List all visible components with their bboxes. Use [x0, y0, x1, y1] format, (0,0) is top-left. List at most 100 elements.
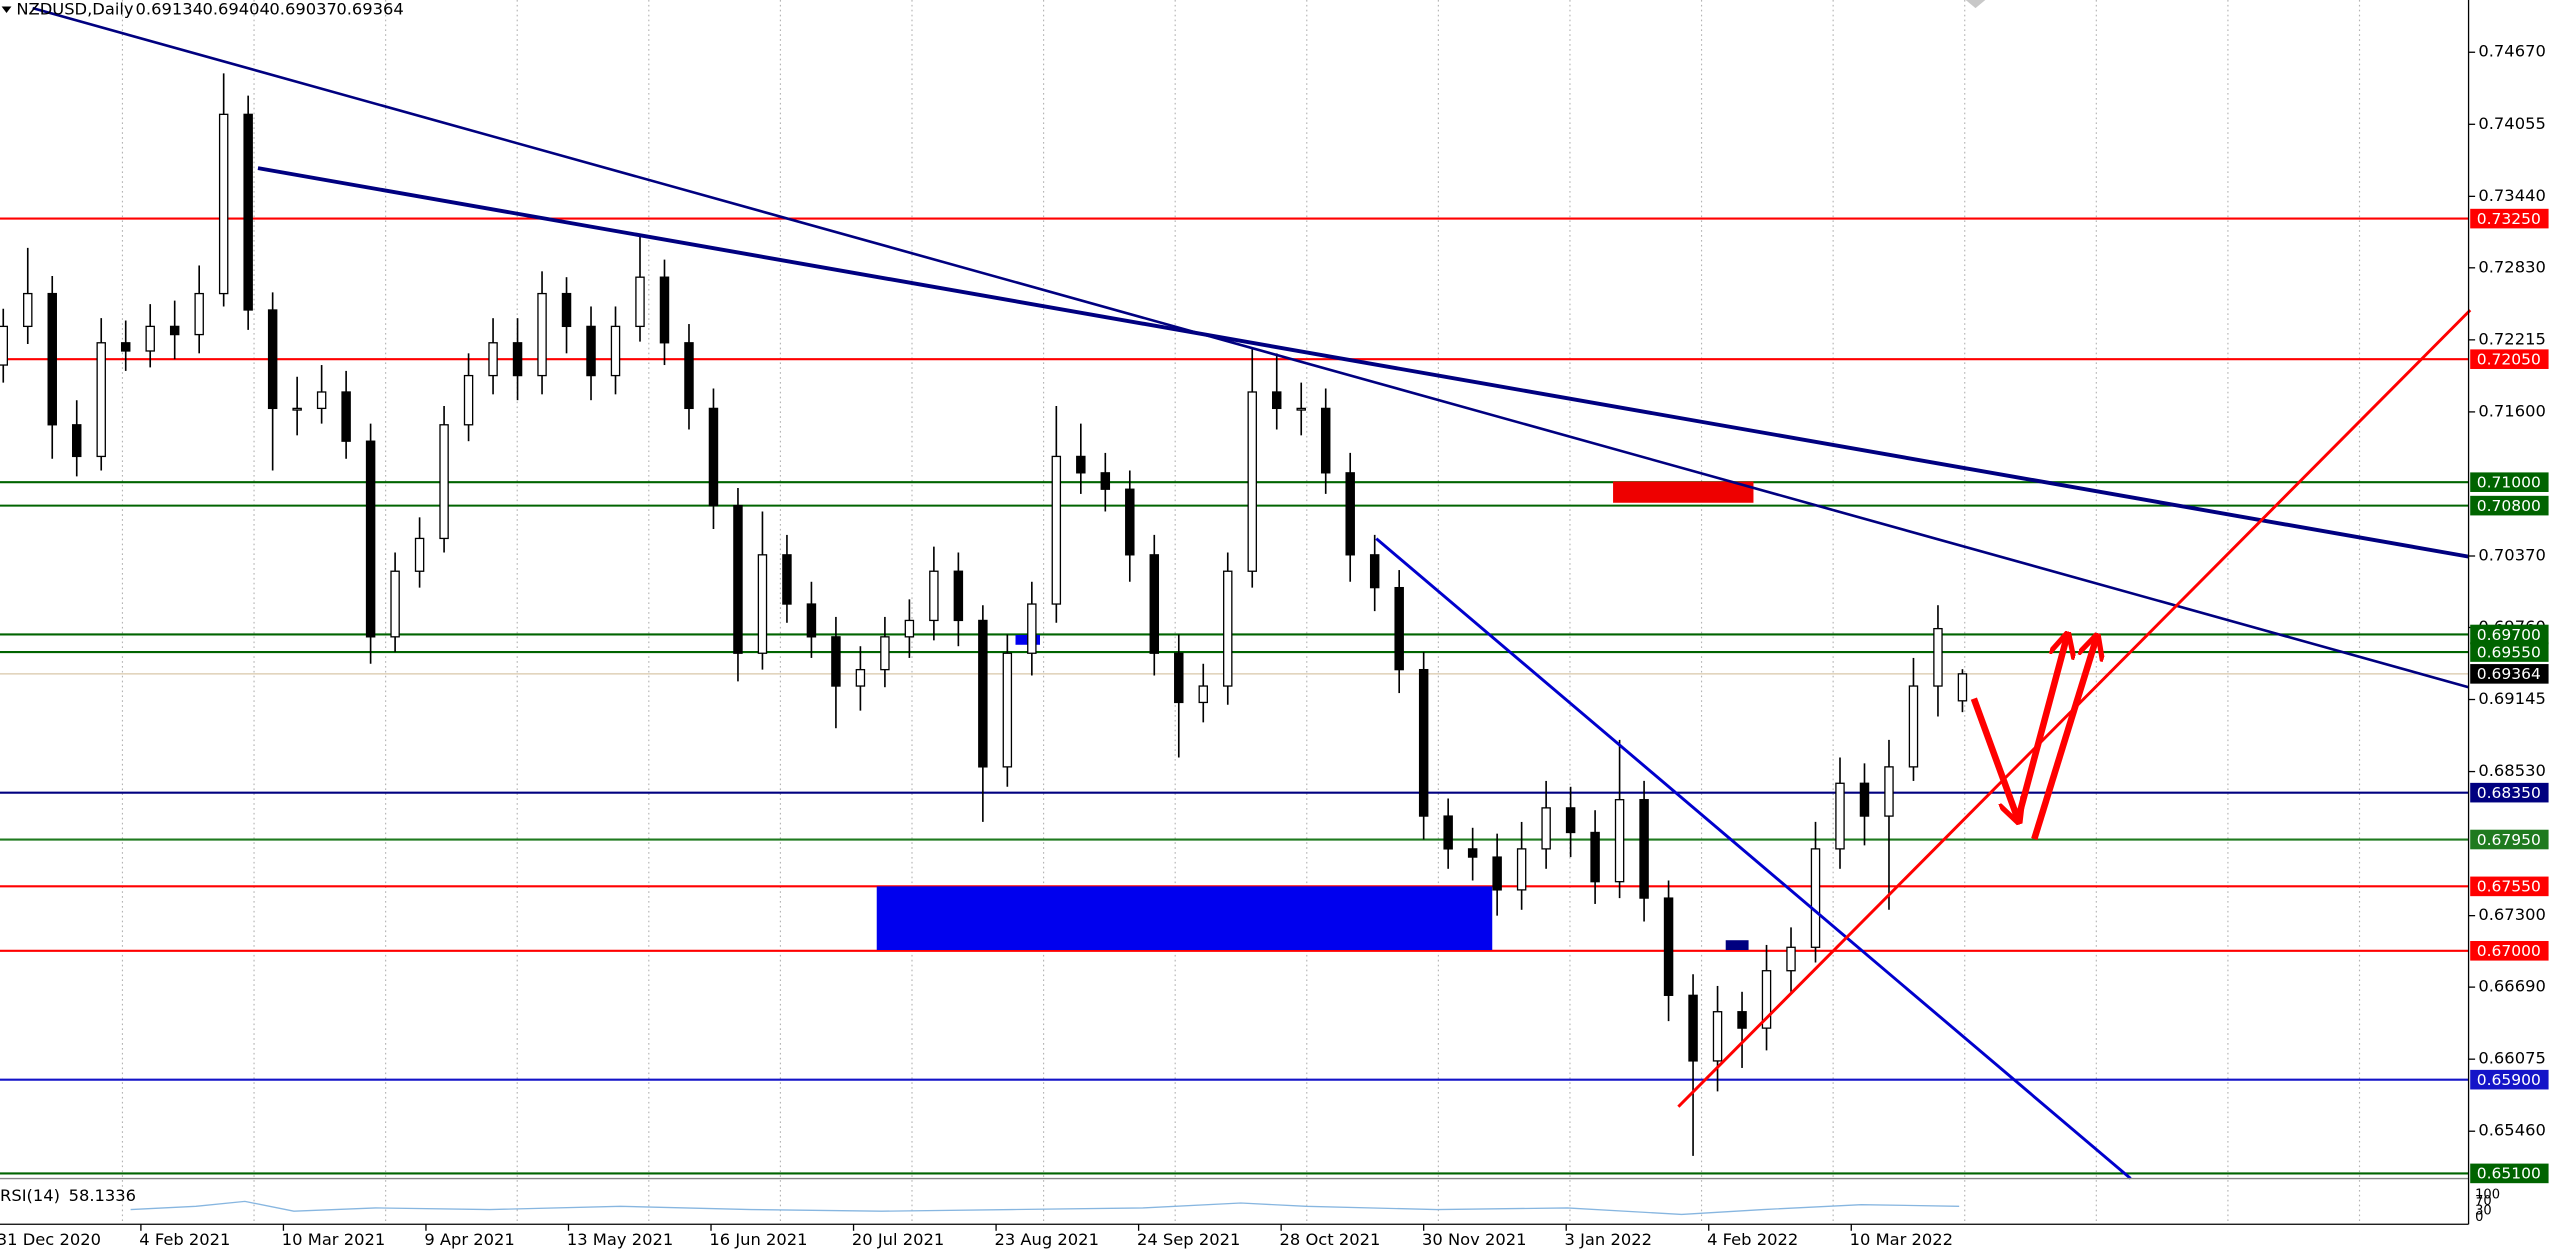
level-label-box — [2470, 472, 2549, 492]
rsi-tick-label: 100 — [2475, 1187, 2500, 1202]
candle-body — [439, 424, 449, 540]
level-label-box — [2470, 1163, 2549, 1184]
level-label: 0.70800 — [2477, 497, 2541, 515]
indicator-name: RSI(14) — [0, 1186, 60, 1205]
y-tick-label: 0.73440 — [2478, 186, 2545, 205]
y-axis: 0.74670 0.74055 0.73440 0.72830 0.72215 0.716… — [2468, 42, 2549, 1184]
level-label: 0.67550 — [2477, 878, 2541, 896]
y-tick-label: 0.68530 — [2478, 761, 2545, 780]
candle-body — [1933, 627, 1943, 687]
x-tick-label: 24 Sep 2021 — [1137, 1230, 1240, 1249]
level-label-box — [2470, 664, 2549, 684]
candle-body — [1688, 994, 1698, 1062]
candle-body — [953, 570, 964, 622]
y-tick-label: 0.66075 — [2478, 1049, 2545, 1068]
candle-body — [488, 342, 498, 377]
candle-body — [1786, 946, 1796, 972]
rsi-line — [130, 1200, 1960, 1216]
rsi-tick-label: 70 — [2475, 1194, 2492, 1209]
header-open: 0.69134 — [136, 0, 203, 18]
x-tick-label: 10 Mar 2022 — [1850, 1230, 1953, 1249]
level-label-box — [2470, 782, 2549, 803]
candle-body — [733, 504, 743, 654]
candle-body — [1884, 766, 1894, 817]
candle-body — [267, 309, 278, 410]
candle-body — [561, 292, 572, 328]
candle-body — [1051, 455, 1062, 605]
x-tick-label: 28 Oct 2021 — [1280, 1230, 1381, 1249]
candle-body — [1565, 807, 1576, 834]
y-tick-label: 0.72215 — [2478, 329, 2545, 348]
level-label-box — [2470, 876, 2549, 897]
candle-body — [1492, 856, 1502, 891]
candle-body — [1639, 799, 1649, 899]
candle-body — [1320, 407, 1331, 474]
candle-body — [610, 325, 621, 377]
candle-body — [341, 391, 351, 442]
header-high: 0.69404 — [202, 0, 269, 18]
y-tick-label: 0.67300 — [2478, 905, 2545, 924]
y-tick-label: 0.71600 — [2478, 401, 2545, 420]
candle-body — [635, 276, 645, 328]
candle-body — [47, 292, 57, 426]
arrow — [2031, 638, 2096, 840]
candle-body — [1247, 391, 1257, 572]
candle-body — [1712, 1011, 1723, 1062]
candle-body — [0, 325, 8, 366]
candle-body — [1516, 848, 1527, 891]
level-label: 0.73250 — [2477, 210, 2541, 228]
levels — [0, 217, 2469, 1175]
header-close: 0.69364 — [336, 0, 403, 18]
candle-body — [1002, 652, 1013, 768]
candle-body — [978, 619, 988, 768]
level-label: 0.69700 — [2477, 626, 2541, 644]
candle-body — [169, 325, 180, 336]
candle-body — [512, 342, 523, 377]
candle-body — [1296, 407, 1306, 411]
x-tick-label: 31 Dec 2020 — [0, 1230, 101, 1249]
candle-body — [194, 292, 204, 336]
level-label: 0.72050 — [2477, 351, 2541, 369]
candle-body — [1418, 668, 1429, 817]
scroll-marker[interactable] — [1965, 0, 1986, 9]
candle-body — [929, 570, 939, 622]
candle-body — [1443, 815, 1453, 850]
zone-rect — [1613, 481, 1754, 503]
arrow — [1970, 697, 2018, 820]
header-low: 0.69037 — [269, 0, 336, 18]
menu-icon[interactable] — [1, 6, 12, 14]
x-tick-label: 4 Feb 2022 — [1707, 1230, 1798, 1249]
x-tick-label: 9 Apr 2021 — [424, 1230, 514, 1249]
candle-body — [1810, 848, 1821, 948]
y-tick-label: 0.70370 — [2478, 546, 2545, 565]
indicator-value: 58.1336 — [69, 1186, 136, 1205]
candle-body — [23, 292, 33, 328]
candle-body — [904, 619, 915, 638]
candle-body — [1908, 685, 1919, 768]
candle-body — [1198, 685, 1208, 704]
symbol: NZDUSD,Daily — [16, 0, 134, 18]
arrow — [2014, 637, 2067, 821]
level-label: 0.69364 — [2477, 665, 2541, 683]
candle-body — [1100, 472, 1111, 490]
candle-body — [72, 424, 82, 458]
level-label-box — [2470, 1069, 2549, 1090]
candle-body — [1467, 848, 1478, 858]
trend-line — [257, 166, 2469, 559]
candle-body — [1223, 570, 1233, 687]
candle-body — [414, 537, 425, 572]
candle-body — [1345, 472, 1355, 556]
candle-body — [684, 342, 694, 410]
level-label-box — [2470, 349, 2549, 369]
y-tick-label: 0.74055 — [2478, 114, 2545, 133]
candle-body — [292, 407, 302, 411]
candle-body — [316, 391, 327, 410]
candle-body — [782, 554, 792, 605]
candle-body — [537, 292, 547, 377]
candle-body — [1027, 603, 1037, 654]
rsi-tick-label: 30 — [2475, 1203, 2492, 1218]
x-axis: 31 Dec 2020 4 Feb 2021 10 Mar 2021 9 Apr 20… — [0, 1224, 1953, 1249]
candles — [0, 73, 1968, 1156]
x-tick-label: 13 May 2021 — [567, 1230, 673, 1249]
